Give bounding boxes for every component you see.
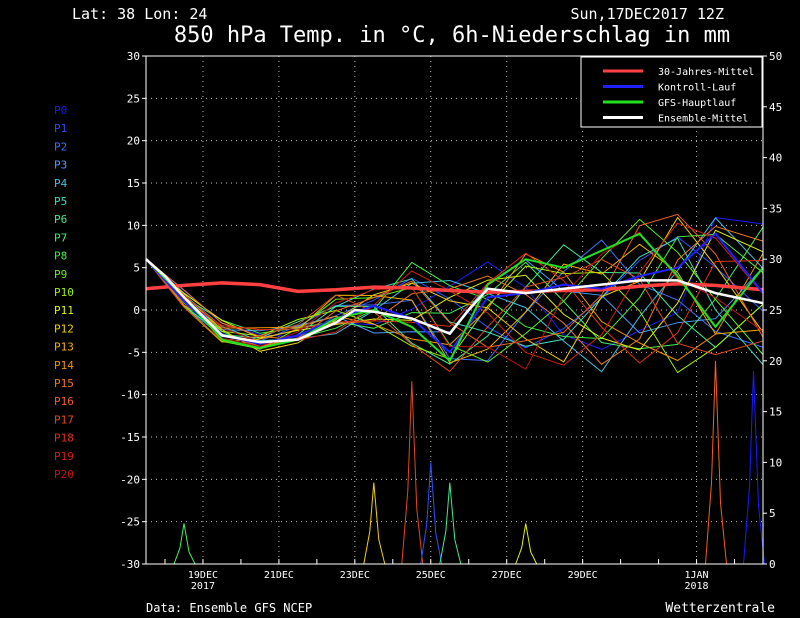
precipitation-peak	[515, 523, 538, 565]
y-tick-label: -15	[120, 431, 140, 444]
member-label: P2	[54, 140, 67, 153]
y-tick-label: 0	[133, 304, 140, 317]
y2-tick-label: 35	[769, 202, 782, 215]
member-labels: P0 P1 P2 P3 P4 P5 P6 P7 P8 P9 P10 P11 P12 P13 P14 P15 P1…	[54, 104, 74, 481]
member-label: P0	[54, 104, 67, 117]
x-tick-label: 1JAN	[685, 570, 709, 581]
plot-frame	[145, 55, 764, 565]
member-label: P3	[54, 159, 67, 172]
y-tick-label: -30	[120, 558, 140, 571]
y-tick-label: 15	[127, 177, 140, 190]
grid	[146, 56, 763, 564]
precipitation-peak	[363, 482, 386, 565]
x-tick-label: 25DEC	[416, 570, 446, 581]
data-source: Data: Ensemble GFS NCEP	[146, 601, 312, 615]
precipitation-peak	[420, 462, 443, 565]
member-label: P10	[54, 286, 74, 299]
member-label: P12	[54, 322, 74, 335]
member-label: P8	[54, 250, 67, 263]
member-line-p18	[145, 252, 764, 364]
member-label: P15	[54, 377, 74, 390]
y-tick-label: 25	[127, 92, 140, 105]
x-tick-label: 21DEC	[264, 570, 294, 581]
precipitation-peak	[705, 360, 727, 565]
precipitation-lines	[173, 360, 765, 565]
y2-tick-label: 25	[769, 304, 782, 317]
member-line-p17	[145, 258, 764, 373]
main-run-line	[145, 232, 764, 362]
y2-tick-label: 50	[769, 50, 782, 63]
y2-tick-label: 15	[769, 406, 782, 419]
ensemble-mean-line	[145, 258, 764, 344]
member-label: P13	[54, 341, 74, 354]
y2-tick-label: 45	[769, 101, 782, 114]
precipitation-peak	[743, 370, 765, 565]
member-label: P4	[54, 177, 68, 190]
member-label: P20	[54, 468, 74, 481]
member-label: P1	[54, 122, 67, 135]
y2-tick-label: 10	[769, 456, 782, 469]
y2-tick-label: 5	[769, 507, 776, 520]
member-label: P11	[54, 304, 74, 317]
y-tick-label: 5	[133, 262, 140, 275]
member-line-p20	[145, 231, 764, 370]
x-tick-label: 23DEC	[340, 570, 370, 581]
member-label: P6	[54, 213, 67, 226]
legend-label: Ensemble-Mittel	[658, 114, 748, 125]
member-label: P9	[54, 268, 67, 281]
y-tick-label: -25	[120, 516, 140, 529]
x-tick-label: 19DEC	[188, 570, 218, 581]
date-label: Sun,17DEC2017 12Z	[570, 5, 724, 23]
member-line-p16	[145, 213, 764, 348]
precipitation-peak	[173, 523, 196, 565]
member-label: P16	[54, 395, 74, 408]
member-label: P5	[54, 195, 67, 208]
x-tick-year: 2018	[685, 581, 709, 592]
precipitation-peak	[401, 381, 424, 565]
legend-label: GFS-Hauptlauf	[658, 98, 736, 109]
member-label: P19	[54, 450, 74, 463]
y2-tick-label: 30	[769, 253, 782, 266]
y2-tick-label: 20	[769, 355, 782, 368]
y-tick-label: -20	[120, 473, 140, 486]
location-label: Lat: 38 Lon: 24	[72, 5, 207, 23]
y-tick-label: 30	[127, 50, 140, 63]
x-tick-year: 2017	[191, 581, 215, 592]
precipitation-peak	[439, 482, 462, 565]
y-tick-label: 20	[127, 135, 140, 148]
y2-tick-label: 40	[769, 152, 782, 165]
legend-label: 30-Jahres-Mittel	[658, 67, 754, 78]
member-line-p7	[145, 226, 764, 350]
member-label: P7	[54, 231, 67, 244]
chart-title: 850 hPa Temp. in °C, 6h-Niederschlag in …	[174, 23, 730, 48]
member-label: P17	[54, 413, 74, 426]
x-tick-label: 27DEC	[492, 570, 522, 581]
y2-tick-label: 0	[769, 558, 776, 571]
member-label: P14	[54, 359, 74, 372]
legend-label: Kontroll-Lauf	[658, 83, 736, 94]
brand-label: Wetterzentrale	[665, 601, 775, 616]
y-tick-label: -5	[127, 346, 140, 359]
climatology-line	[145, 281, 764, 294]
legend: 30-Jahres-Mittel Kontroll-Lauf GFS-Hauptla…	[580, 56, 763, 128]
member-lines	[145, 213, 764, 374]
highlight-series	[145, 232, 764, 362]
y-tick-label: -10	[120, 389, 140, 402]
y-tick-label: 10	[127, 219, 140, 232]
x-tick-label: 29DEC	[568, 570, 598, 581]
legend-box	[580, 56, 763, 128]
member-label: P18	[54, 432, 74, 445]
axes: -30 -25 -20 -15 -10 -5 0 5 10 15 20 25 30 0 5 10 15 20 25 3…	[120, 50, 782, 592]
